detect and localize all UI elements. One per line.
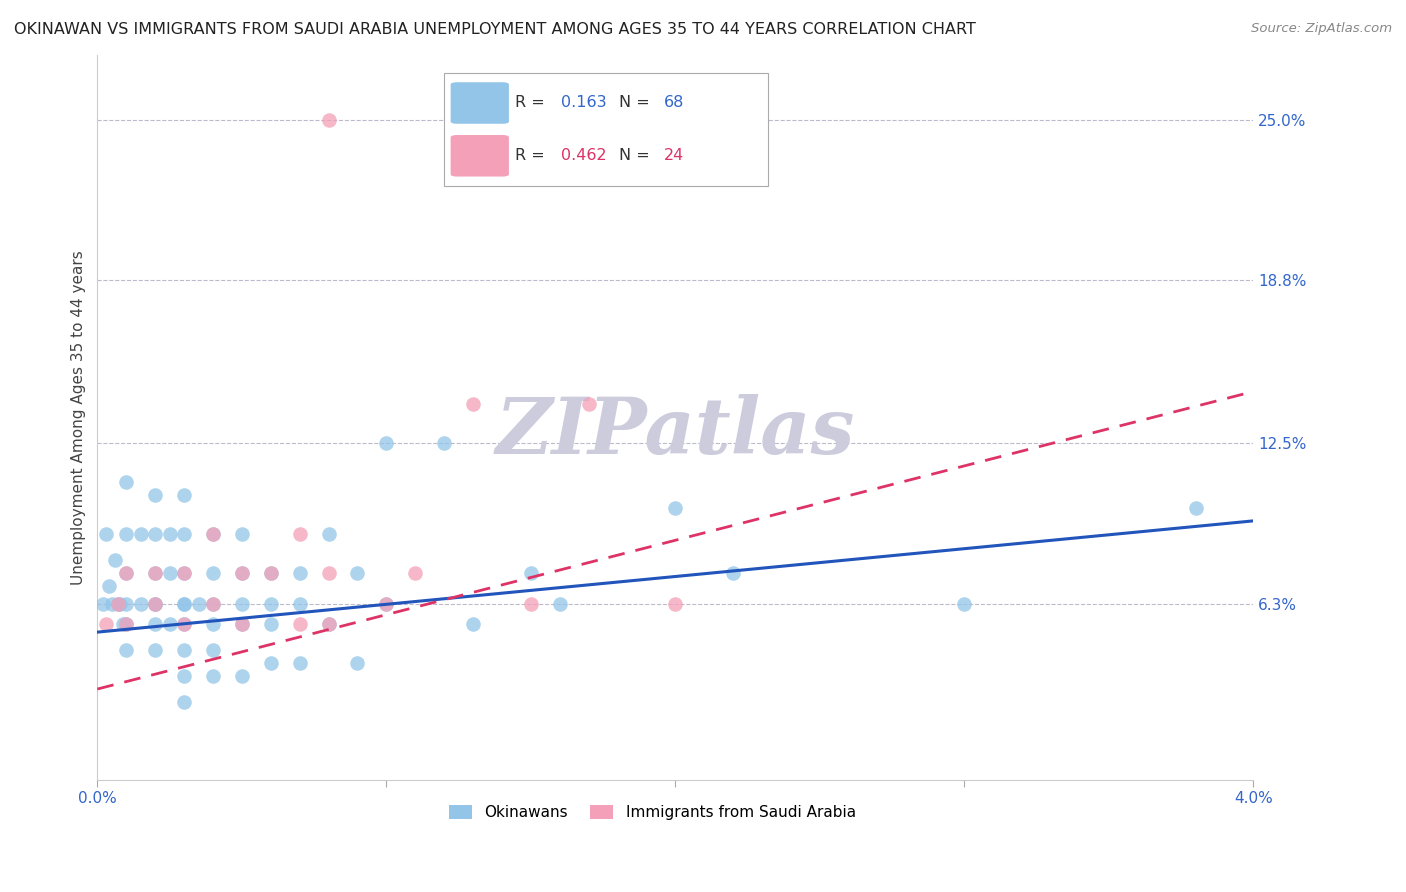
Point: [260, 597, 283, 611]
Point: [115, 566, 138, 580]
Point: [159, 566, 181, 580]
Point: [110, 597, 132, 611]
Point: [318, 617, 340, 632]
Point: [231, 617, 253, 632]
Point: [104, 552, 127, 566]
Point: [115, 597, 138, 611]
Point: [231, 566, 253, 580]
Point: [260, 656, 283, 670]
Point: [1184, 500, 1206, 515]
Point: [173, 597, 195, 611]
Point: [201, 643, 224, 657]
Point: [143, 526, 166, 541]
Point: [201, 526, 224, 541]
Point: [346, 566, 368, 580]
Point: [159, 526, 181, 541]
Point: [115, 566, 138, 580]
Point: [143, 643, 166, 657]
Point: [107, 597, 129, 611]
Point: [288, 617, 311, 632]
Point: [260, 566, 283, 580]
Point: [231, 526, 253, 541]
Point: [578, 397, 600, 411]
Point: [201, 617, 224, 632]
Point: [97, 578, 120, 592]
Point: [173, 597, 195, 611]
Point: [173, 669, 195, 683]
Point: [101, 597, 124, 611]
Point: [288, 656, 311, 670]
Point: [143, 597, 166, 611]
Point: [91, 597, 114, 611]
Point: [159, 617, 181, 632]
Point: [129, 597, 152, 611]
Point: [143, 566, 166, 580]
Point: [115, 643, 138, 657]
Point: [953, 597, 976, 611]
Point: [201, 669, 224, 683]
Point: [112, 617, 135, 632]
Legend: Okinawans, Immigrants from Saudi Arabia: Okinawans, Immigrants from Saudi Arabia: [443, 799, 862, 826]
Point: [231, 669, 253, 683]
Point: [288, 597, 311, 611]
Point: [664, 500, 686, 515]
Point: [201, 597, 224, 611]
Point: [318, 112, 340, 127]
Point: [201, 566, 224, 580]
Point: [115, 526, 138, 541]
Point: [375, 436, 398, 450]
Point: [115, 617, 138, 632]
Point: [143, 597, 166, 611]
Point: [143, 617, 166, 632]
Point: [173, 526, 195, 541]
Point: [115, 475, 138, 489]
Point: [143, 597, 166, 611]
Point: [461, 617, 484, 632]
Point: [231, 617, 253, 632]
Point: [260, 566, 283, 580]
Point: [143, 566, 166, 580]
Point: [404, 566, 426, 580]
Point: [201, 526, 224, 541]
Point: [664, 597, 686, 611]
Point: [173, 695, 195, 709]
Point: [201, 597, 224, 611]
Point: [520, 597, 543, 611]
Point: [433, 436, 456, 450]
Point: [143, 488, 166, 502]
Point: [107, 597, 129, 611]
Point: [721, 566, 744, 580]
Point: [375, 597, 398, 611]
Point: [461, 397, 484, 411]
Point: [94, 617, 117, 632]
Point: [318, 566, 340, 580]
Point: [548, 597, 571, 611]
Point: [115, 617, 138, 632]
Point: [318, 617, 340, 632]
Y-axis label: Unemployment Among Ages 35 to 44 years: Unemployment Among Ages 35 to 44 years: [72, 250, 86, 585]
Text: OKINAWAN VS IMMIGRANTS FROM SAUDI ARABIA UNEMPLOYMENT AMONG AGES 35 TO 44 YEARS : OKINAWAN VS IMMIGRANTS FROM SAUDI ARABIA…: [14, 22, 976, 37]
Point: [260, 617, 283, 632]
Point: [375, 597, 398, 611]
Point: [346, 656, 368, 670]
Point: [231, 566, 253, 580]
Point: [129, 526, 152, 541]
Point: [187, 597, 209, 611]
Point: [231, 597, 253, 611]
Point: [173, 566, 195, 580]
Point: [520, 566, 543, 580]
Point: [173, 643, 195, 657]
Point: [288, 526, 311, 541]
Text: Source: ZipAtlas.com: Source: ZipAtlas.com: [1251, 22, 1392, 36]
Point: [173, 617, 195, 632]
Point: [173, 488, 195, 502]
Text: ZIPatlas: ZIPatlas: [496, 393, 855, 470]
Point: [173, 617, 195, 632]
Point: [318, 526, 340, 541]
Point: [94, 526, 117, 541]
Point: [288, 566, 311, 580]
Point: [173, 566, 195, 580]
